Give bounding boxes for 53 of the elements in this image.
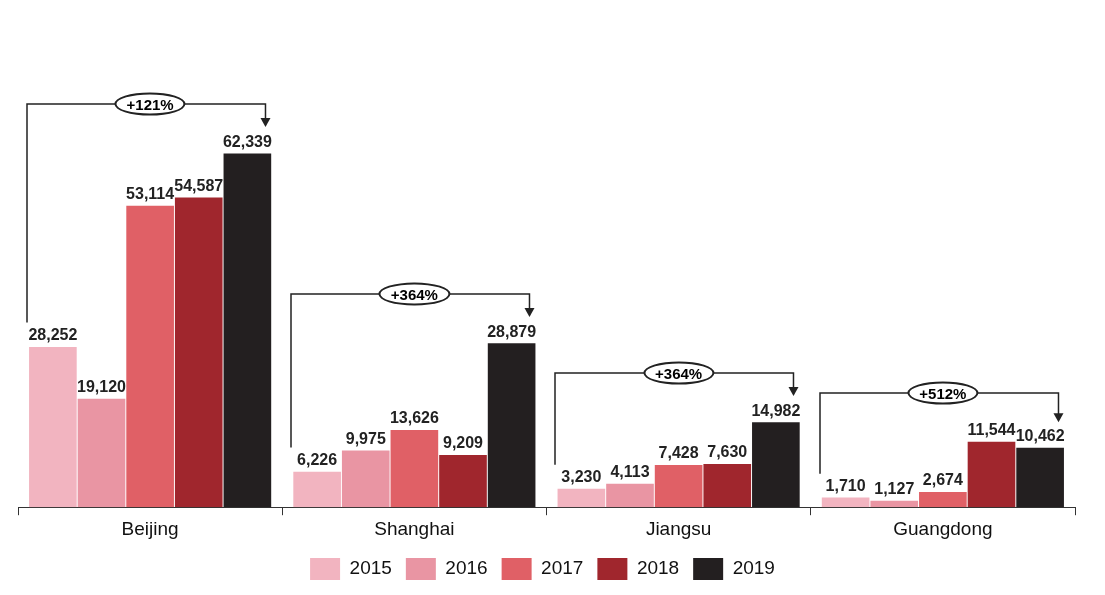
bar — [390, 429, 439, 508]
bar — [967, 441, 1016, 508]
data-label: 10,462 — [1015, 427, 1065, 445]
data-label: 62,339 — [222, 132, 272, 150]
bar — [870, 500, 919, 508]
bar — [606, 483, 654, 508]
data-label: 7,630 — [707, 443, 748, 461]
bar — [439, 454, 487, 508]
legend-label: 2015 — [349, 557, 392, 579]
data-label: 28,252 — [28, 326, 78, 344]
bar — [703, 463, 752, 508]
data-label: 54,587 — [174, 176, 224, 194]
bar — [1016, 447, 1064, 508]
x-tick-label: Jiangsu — [645, 517, 712, 539]
annotation: +364% — [643, 361, 715, 385]
data-label: 6,226 — [297, 451, 338, 469]
bar — [654, 465, 703, 508]
legend-label: 2016 — [445, 557, 488, 579]
data-label: 28,879 — [487, 322, 537, 340]
bar — [341, 450, 390, 508]
data-label: 9,209 — [442, 434, 484, 452]
legend-label: 2018 — [636, 557, 680, 579]
bar — [557, 488, 606, 508]
bar — [293, 471, 341, 508]
bar — [919, 492, 967, 508]
bar — [77, 398, 126, 508]
bar — [752, 422, 800, 508]
bar — [29, 346, 77, 508]
data-label: 1,127 — [874, 480, 915, 498]
data-label: 2,674 — [922, 471, 963, 489]
x-tick-label: Guangdong — [893, 517, 993, 539]
data-label: 1,710 — [825, 476, 866, 494]
data-label: 9,975 — [345, 430, 386, 448]
bar — [174, 197, 223, 508]
data-label: 4,113 — [610, 463, 650, 481]
annotation: +364% — [378, 282, 450, 306]
data-label: 19,120 — [77, 378, 127, 396]
legend-label: 2017 — [541, 557, 584, 579]
bar — [223, 153, 272, 508]
bar — [487, 343, 536, 508]
data-label: 13,626 — [389, 409, 439, 427]
bar — [126, 205, 174, 508]
text: +121% — [114, 92, 186, 116]
bar — [821, 497, 870, 508]
data-label: 3,230 — [561, 468, 602, 486]
data-label: 7,428 — [658, 444, 699, 462]
annotation: +512% — [907, 381, 979, 405]
x-tick-label: Beijing — [121, 517, 179, 539]
data-label: 14,982 — [751, 401, 801, 419]
data-label: 53,114 — [126, 185, 175, 203]
x-tick-label: Shanghai — [374, 517, 455, 539]
legend-label: 2019 — [732, 557, 775, 579]
data-label: 11,544 — [967, 421, 1016, 439]
